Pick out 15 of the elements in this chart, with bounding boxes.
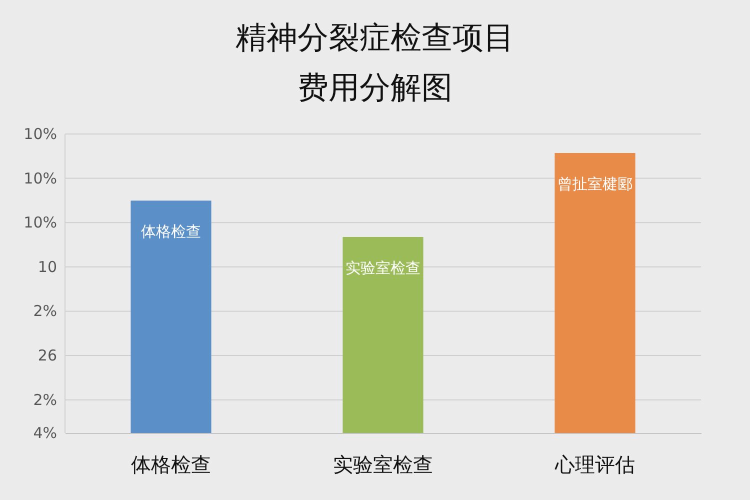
x-tick-label: 体格检查 [131,452,211,476]
text: 4% [33,424,57,442]
annotation: 体格检查 [141,222,201,241]
text: 10 [38,258,57,276]
text: 2% [33,302,57,320]
x-tick-label: 心理评估 [554,452,635,476]
chart-title: 精神分裂症检查项目费用分解图 [236,20,514,106]
text: 10% [24,125,57,143]
text: 10% [24,169,57,188]
text: 2% [33,390,57,409]
annotation: 曾扯室楗郾 [558,175,632,194]
text: 26 [38,346,57,365]
text: 10% [24,214,57,232]
x-tick-label: 实验室检查 [333,452,433,476]
annotation: 实验室检查 [346,259,420,278]
